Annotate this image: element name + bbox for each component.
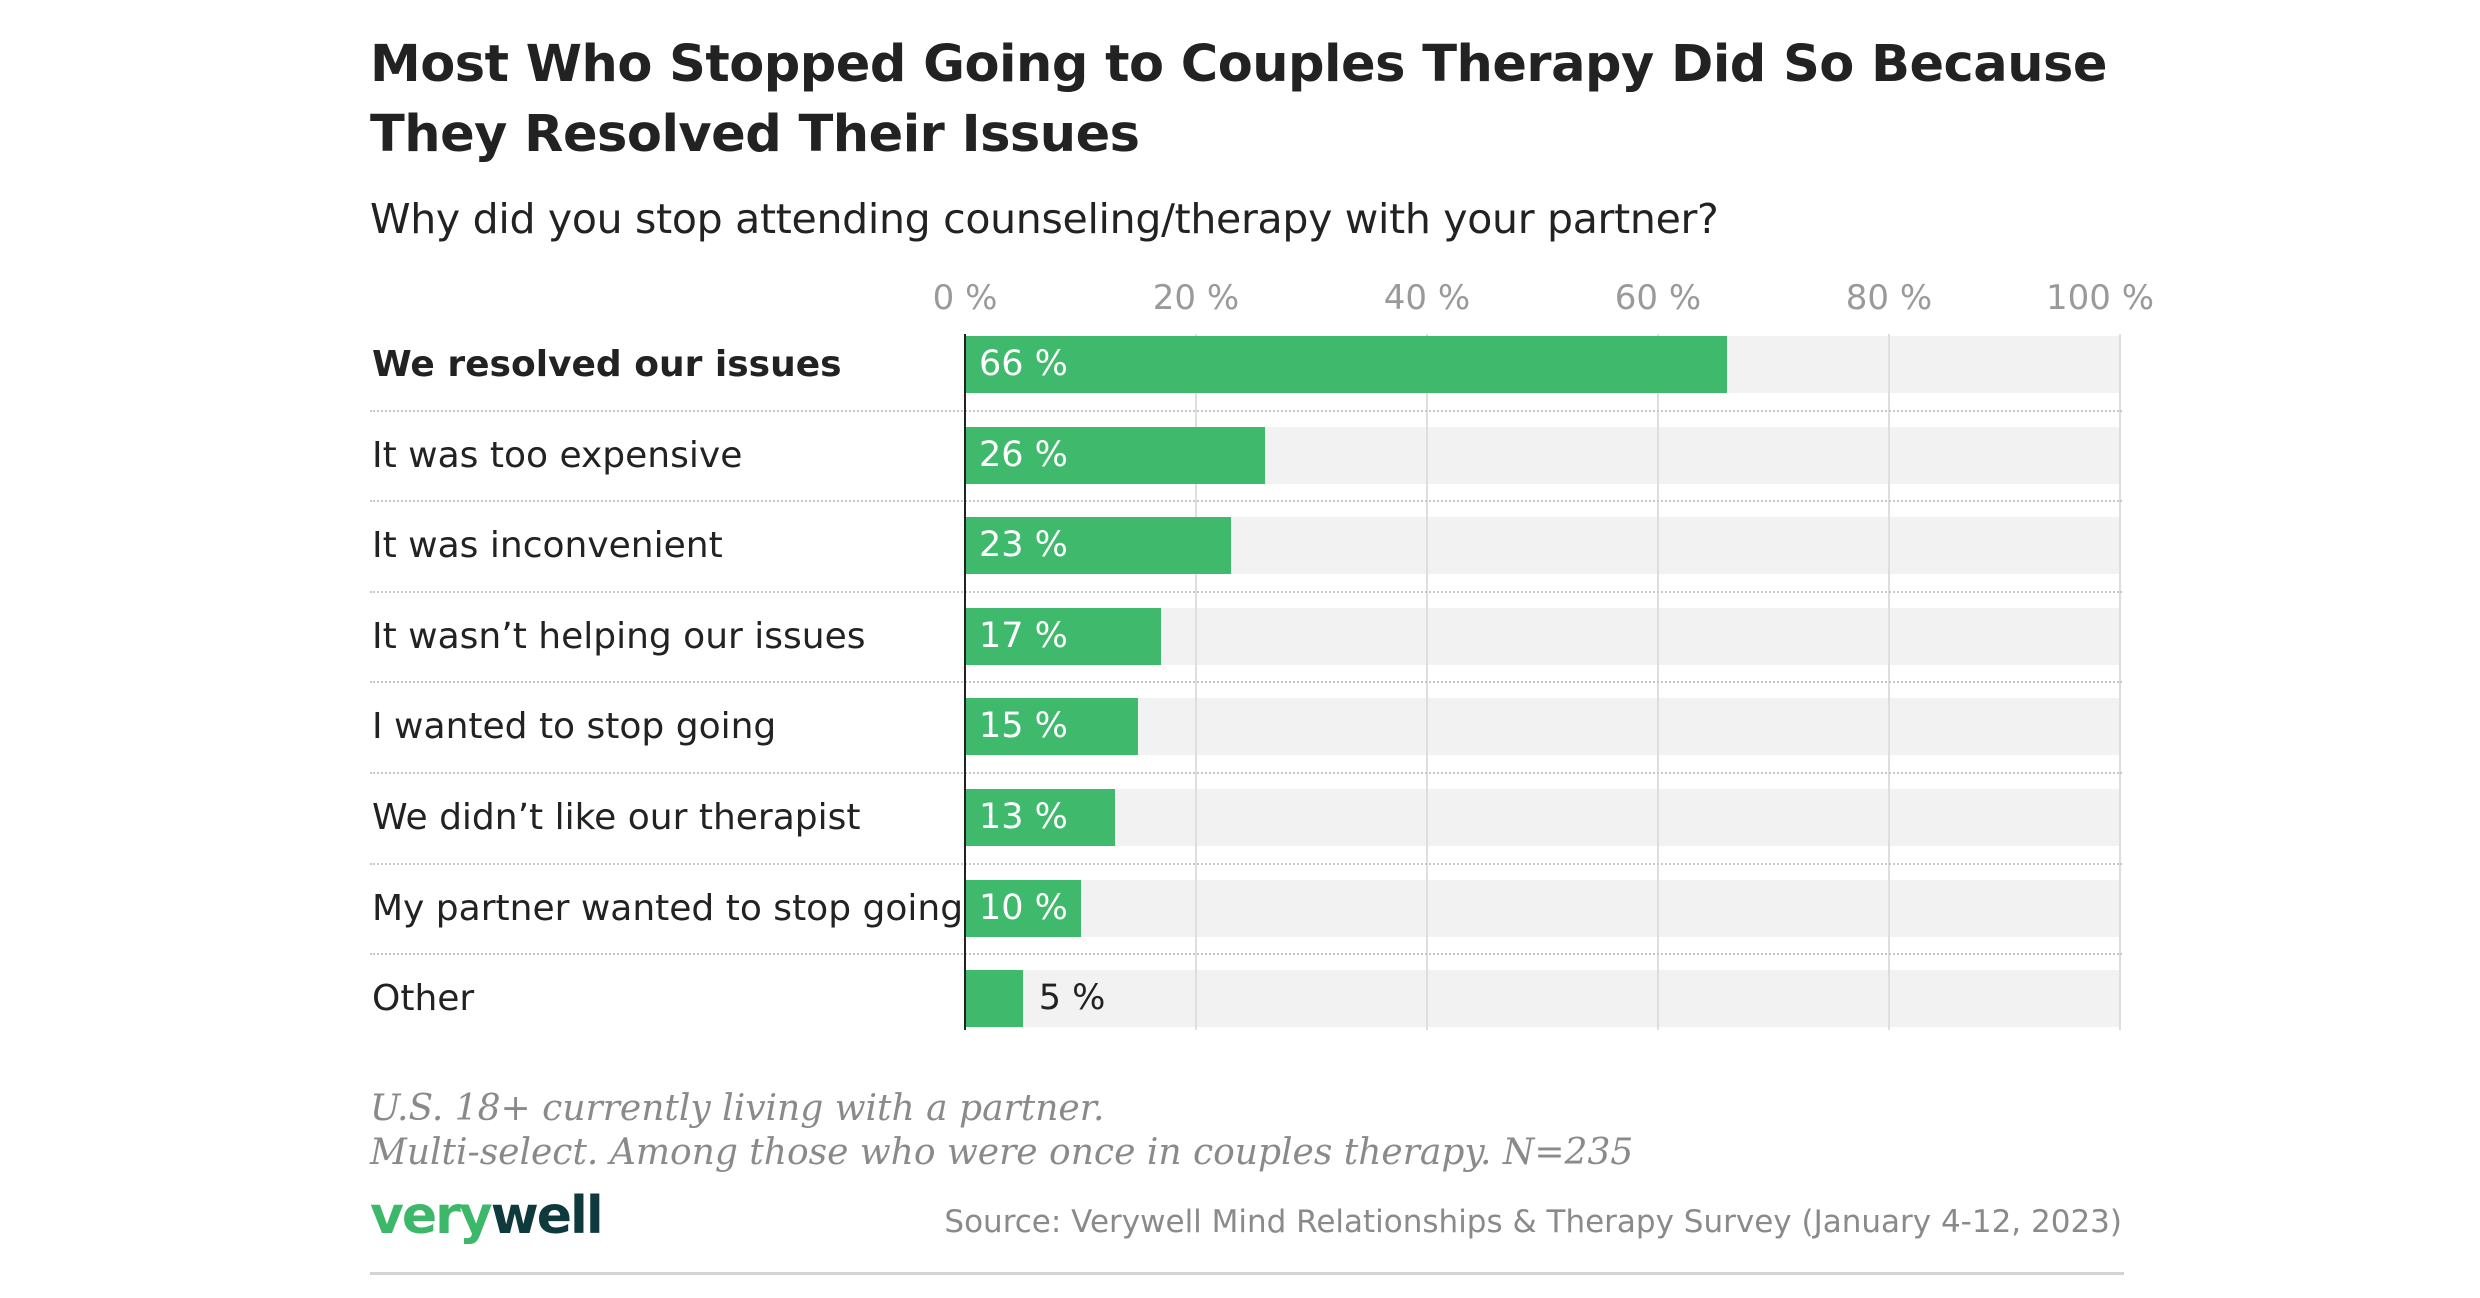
bar [965, 607, 1162, 665]
row-separator [370, 772, 2122, 774]
category-label: It wasn’t helping our issues [372, 615, 866, 657]
footnote-sample: Multi-select. Among those who were once … [370, 1132, 1634, 1173]
bar-track [965, 970, 2120, 1028]
x-tick-label: 100 % [2045, 278, 2155, 318]
x-tick-label: 0 % [932, 278, 998, 318]
bar [965, 517, 1231, 575]
value-label: 13 % [979, 797, 1068, 837]
row-separator [370, 409, 2122, 412]
bar [965, 698, 1139, 756]
value-label: 15 % [979, 706, 1068, 747]
value-label: 23 % [979, 525, 1068, 566]
category-label: It was too expensive [372, 434, 743, 476]
category-label: We didn’t like our therapist [372, 797, 861, 838]
bar [965, 336, 1728, 393]
bar-chart: 0 % 20 % 40 % 60 % 80 % 100 % We resolved our … [370, 278, 2155, 1030]
value-label: 66 % [979, 344, 1068, 384]
value-label: 17 % [979, 615, 1068, 656]
bar [965, 879, 1081, 937]
x-tick-label: 80 % [1845, 278, 1933, 318]
x-tick-label: 20 % [1152, 278, 1240, 318]
bar [965, 426, 1266, 484]
chart-subtitle: Why did you stop attending counseling/th… [370, 195, 1719, 243]
value-label: 26 % [979, 434, 1068, 475]
category-label: My partner wanted to stop going [372, 887, 964, 929]
row-separator [370, 681, 2122, 684]
verywell-logo: verywell [370, 1186, 604, 1246]
footnote-population: U.S. 18+ currently living with a partner… [370, 1088, 1105, 1129]
category-label: Other [372, 978, 475, 1020]
x-tick-label: 40 % [1383, 278, 1471, 318]
y-axis-line [964, 334, 966, 1030]
category-label: We resolved our issues [372, 344, 842, 385]
bar-track [965, 698, 2120, 756]
row-separator [370, 590, 2122, 593]
x-tick-label: 60 % [1614, 278, 1702, 318]
bar-track [965, 879, 2120, 937]
bar [965, 789, 1116, 846]
value-label: 5 % [1038, 978, 1106, 1019]
bottom-divider [370, 1272, 2124, 1275]
row-separator [370, 500, 2122, 503]
row-separator [370, 862, 2122, 865]
row-separator [370, 953, 2122, 956]
chart-title: Most Who Stopped Going to Couples Therap… [370, 35, 2107, 164]
category-label: It was inconvenient [372, 525, 723, 567]
bar-track [965, 789, 2120, 846]
source-text: Source: Verywell Mind Relationships & Th… [944, 1204, 2122, 1240]
category-label: I wanted to stop going [372, 706, 777, 748]
bar [965, 970, 1023, 1028]
value-label: 10 % [979, 887, 1068, 928]
